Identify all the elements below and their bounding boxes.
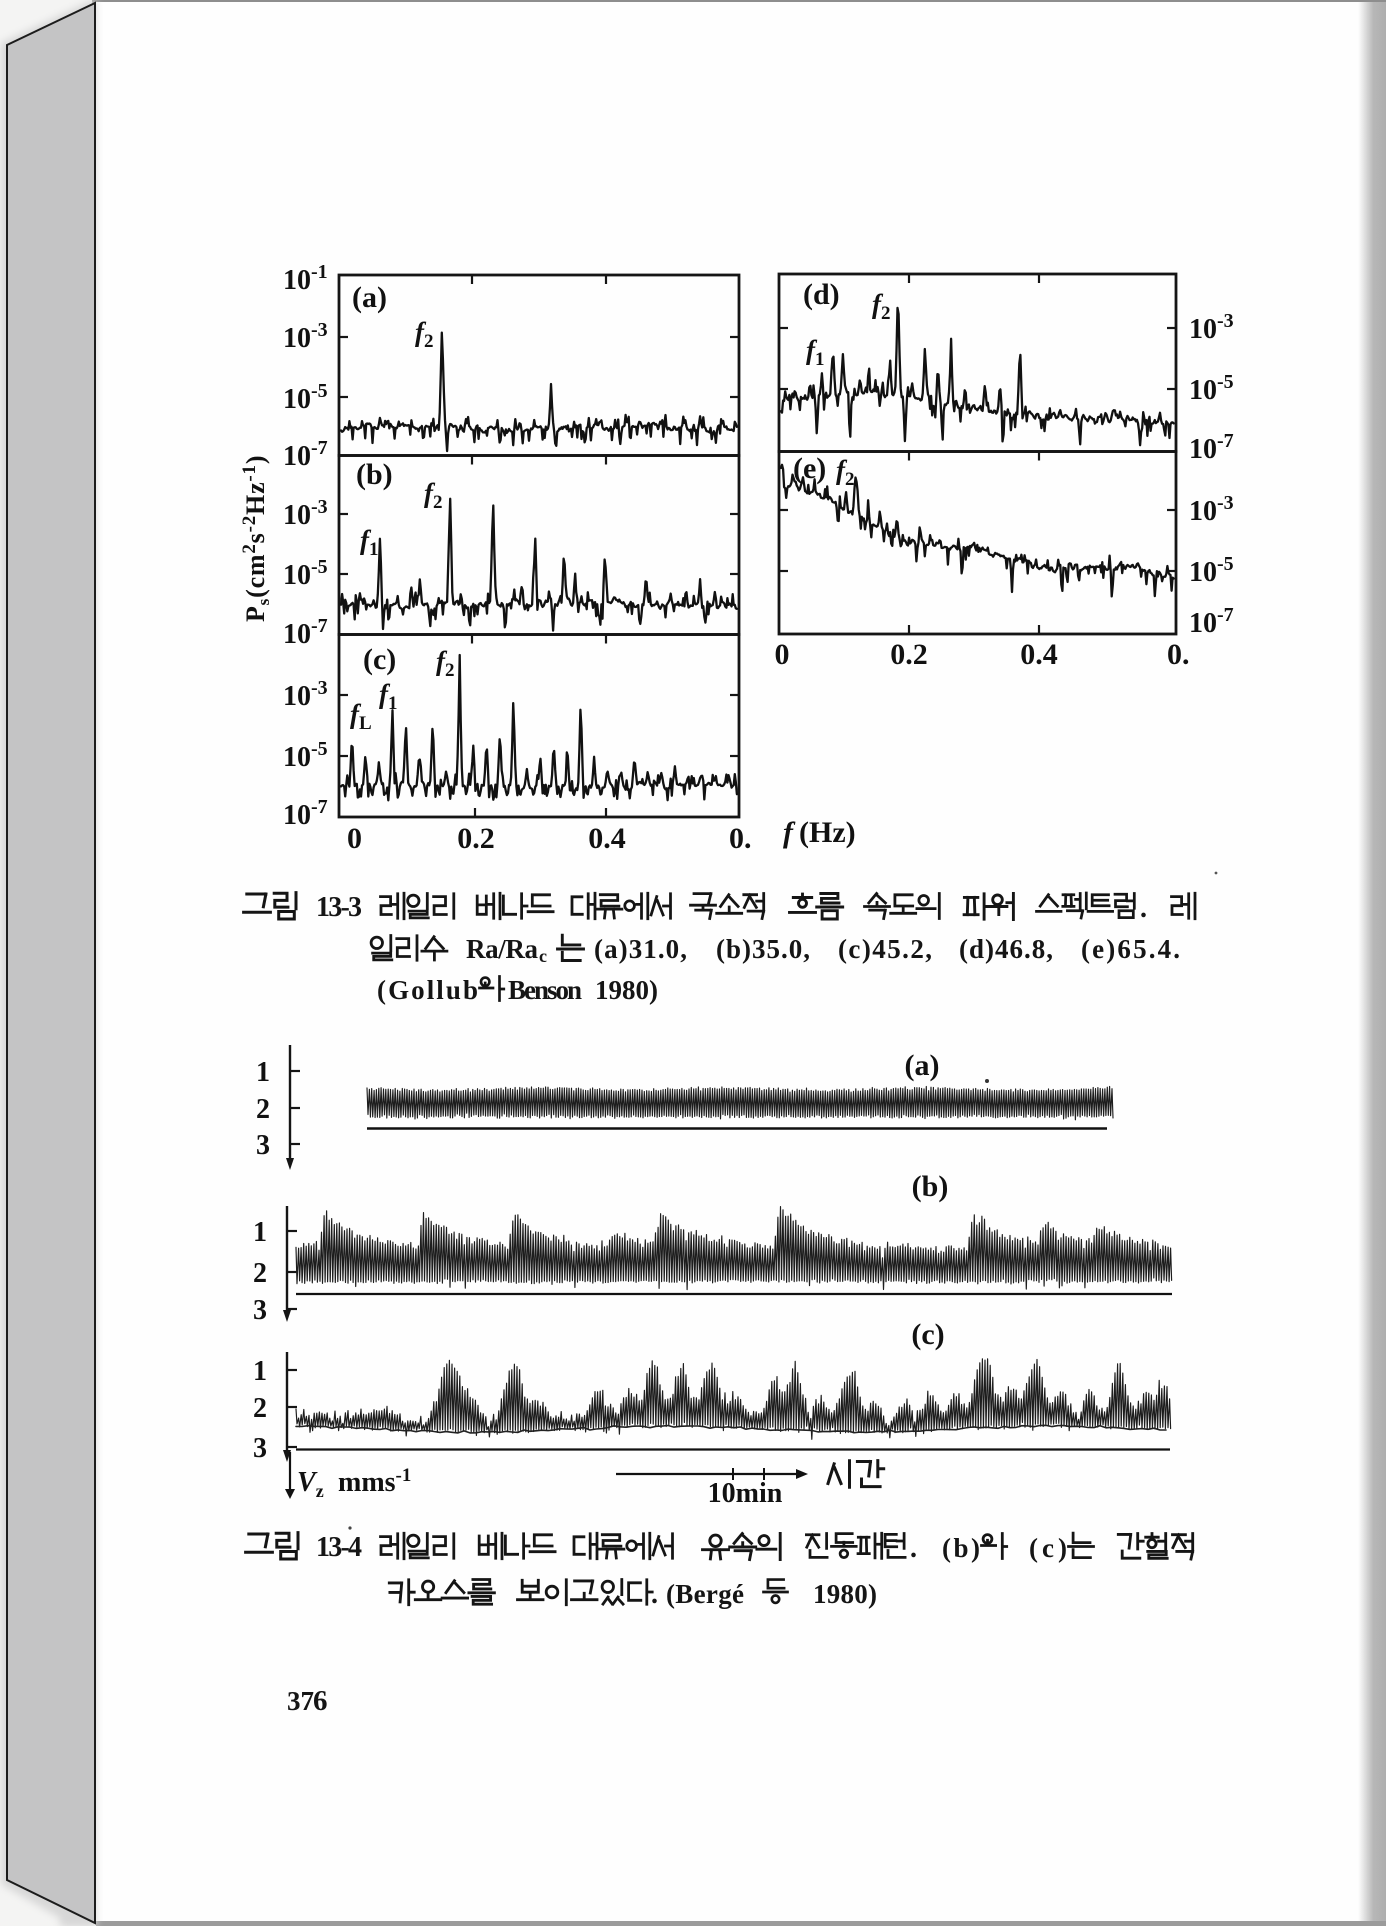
svg-text:2: 2 <box>253 1258 267 1289</box>
svg-text:10-7: 10-7 <box>283 796 328 831</box>
svg-text:10min: 10min <box>708 1478 783 1509</box>
svg-text:10-3: 10-3 <box>283 319 328 354</box>
svg-text:13-3: 13-3 <box>316 892 362 923</box>
svg-text:0.: 0. <box>1167 638 1190 671</box>
svg-text:(c)45.2,: (c)45.2, <box>838 934 932 964</box>
svg-text:f (Hz): f (Hz) <box>783 816 856 849</box>
svg-text:0.2: 0.2 <box>457 822 495 855</box>
svg-text:1: 1 <box>253 1356 267 1387</box>
svg-text:1980): 1980) <box>595 975 658 1005</box>
svg-text:2: 2 <box>256 1094 270 1125</box>
svg-text:0.4: 0.4 <box>1020 638 1058 671</box>
svg-text:(b): (b) <box>912 1170 949 1203</box>
svg-text:Ps(cm2s-2Hz-1): Ps(cm2s-2Hz-1) <box>239 455 273 622</box>
svg-text:0: 0 <box>775 638 790 671</box>
svg-text:0.4: 0.4 <box>588 822 626 855</box>
svg-text:Benson: Benson <box>508 975 582 1005</box>
svg-text:(a): (a) <box>905 1049 940 1082</box>
svg-text:1: 1 <box>253 1217 267 1248</box>
svg-text:0: 0 <box>347 822 362 855</box>
svg-text:(a)31.0,: (a)31.0, <box>594 934 687 964</box>
svg-text:(c): (c) <box>911 1318 944 1351</box>
svg-text:.: . <box>1140 893 1147 924</box>
svg-text:1: 1 <box>256 1057 270 1088</box>
svg-text:(d)46.8,: (d)46.8, <box>959 934 1053 964</box>
svg-text:(Gollub: (Gollub <box>377 975 478 1005</box>
svg-text:(c): (c) <box>1029 1533 1067 1563</box>
svg-text:(b)35.0,: (b)35.0, <box>716 934 810 964</box>
svg-text:3: 3 <box>256 1130 270 1161</box>
svg-text:(b): (b) <box>356 458 393 491</box>
svg-text:0.: 0. <box>729 822 752 855</box>
svg-text:c: c <box>539 946 547 966</box>
svg-text:fL: fL <box>350 699 372 734</box>
svg-text:Ra/Ra: Ra/Ra <box>466 934 539 964</box>
svg-text:(e)65.4.: (e)65.4. <box>1081 934 1180 964</box>
svg-text:0.2: 0.2 <box>890 638 928 671</box>
svg-text:(e): (e) <box>793 452 826 485</box>
svg-text:(a): (a) <box>352 281 387 314</box>
svg-text:1980): 1980) <box>813 1579 877 1609</box>
svg-text:Vz: Vz <box>297 1467 324 1501</box>
svg-text:10-7: 10-7 <box>283 615 328 650</box>
svg-text:mms-1: mms-1 <box>338 1465 411 1498</box>
svg-text:3: 3 <box>253 1295 267 1326</box>
svg-text:.: . <box>651 1579 658 1610</box>
svg-text:13-4: 13-4 <box>316 1532 362 1563</box>
svg-text:6: 6 <box>313 1685 328 1717</box>
svg-text:2: 2 <box>253 1393 267 1424</box>
svg-text:(c): (c) <box>363 643 396 676</box>
svg-text:37: 37 <box>287 1686 314 1716</box>
svg-text:(b): (b) <box>942 1533 980 1563</box>
svg-text:(Bergé: (Bergé <box>666 1579 744 1609</box>
svg-text:(d): (d) <box>803 278 840 311</box>
svg-text:.: . <box>910 1533 917 1564</box>
svg-text:3: 3 <box>253 1433 267 1464</box>
